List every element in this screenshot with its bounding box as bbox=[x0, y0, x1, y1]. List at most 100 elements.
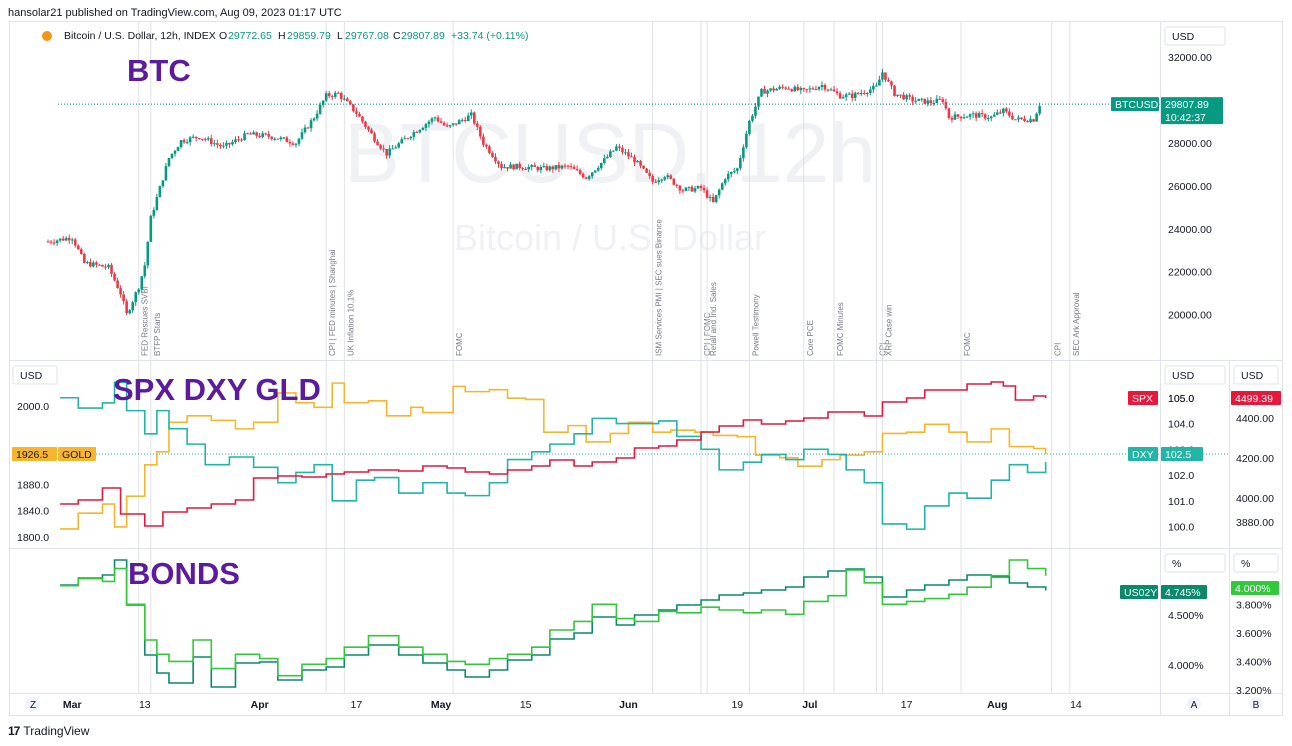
zoom-button-label: Z bbox=[30, 700, 36, 711]
btc-candle bbox=[805, 89, 809, 91]
btc-candle bbox=[173, 150, 177, 154]
footer-brand: 17 TradingView bbox=[8, 724, 89, 738]
btc-candle bbox=[466, 115, 470, 121]
btc-candle bbox=[1014, 119, 1017, 121]
spx-mid-value: 105.0 bbox=[1168, 393, 1194, 405]
btc-candle bbox=[699, 186, 703, 188]
zoom-button[interactable] bbox=[26, 697, 40, 711]
btc-symbol-tag-bg bbox=[1111, 97, 1159, 112]
btc-candle bbox=[929, 100, 933, 104]
btc-candle bbox=[875, 85, 878, 87]
btc-candle bbox=[790, 89, 794, 92]
btc-candle bbox=[760, 88, 763, 97]
corner-buttons[interactable]: Z A B bbox=[26, 697, 1263, 711]
ohlc-high: 29859.79 bbox=[287, 30, 331, 42]
btc-candle bbox=[681, 190, 685, 192]
btc-candle bbox=[86, 262, 89, 264]
btc-candle bbox=[621, 147, 624, 153]
bonds-right-tick: 3.400% bbox=[1236, 656, 1272, 668]
btc-candle bbox=[352, 104, 355, 112]
btc-candle bbox=[729, 171, 733, 174]
auto-scale-button[interactable] bbox=[1187, 697, 1201, 711]
btc-candle bbox=[421, 127, 425, 130]
btc-candle bbox=[723, 179, 727, 184]
btc-candle bbox=[953, 114, 957, 120]
ohlc-close: 29807.89 bbox=[401, 30, 445, 42]
time-axis-tick: Jul bbox=[802, 699, 817, 711]
chart-canvas[interactable]: BTCUSD, 12h Bitcoin / U.S. Dollar FED Re… bbox=[0, 0, 1292, 720]
btc-candle bbox=[666, 175, 670, 178]
btc-candle bbox=[80, 249, 83, 254]
btc-candle bbox=[512, 164, 515, 170]
btc-candle bbox=[324, 93, 328, 101]
bonds-right-unit-label-box bbox=[1233, 553, 1279, 573]
btc-candle bbox=[394, 147, 398, 149]
btc-candle bbox=[989, 116, 993, 119]
btc-candle bbox=[696, 186, 700, 189]
btc-candle bbox=[318, 104, 322, 114]
btc-candle bbox=[98, 264, 101, 266]
btc-candle bbox=[687, 186, 691, 188]
btc-candle bbox=[693, 188, 697, 192]
btc-candle bbox=[986, 118, 990, 120]
btc-candle bbox=[442, 122, 446, 126]
btc-candle bbox=[460, 119, 464, 121]
right-scale-button[interactable] bbox=[1249, 697, 1263, 711]
btc-candle bbox=[763, 88, 766, 94]
btc-candle bbox=[717, 189, 721, 196]
btc-y-tick: 26000.00 bbox=[1168, 181, 1212, 193]
btc-candle bbox=[373, 133, 376, 142]
btc-countdown-tag: 10:42:37 bbox=[1165, 112, 1206, 124]
macro-mid-tick: 100.0 bbox=[1168, 522, 1194, 534]
btc-candle bbox=[775, 88, 778, 91]
btc-candle bbox=[996, 112, 999, 115]
event-label: CPI bbox=[878, 343, 887, 356]
btc-candle bbox=[473, 112, 476, 124]
btc-candle bbox=[521, 168, 524, 170]
event-lines: FED Rescues SVBI BTFP Starts CPI | FED min… bbox=[138, 22, 1081, 693]
btc-candle bbox=[491, 153, 494, 158]
dxy-name-tag: DXY bbox=[1132, 449, 1154, 461]
btc-candle bbox=[527, 166, 531, 170]
btc-candle bbox=[403, 138, 407, 140]
series-line-dxy bbox=[60, 381, 1047, 530]
pane-title-bonds: BONDS bbox=[128, 556, 240, 591]
footer-brand-text: TradingView bbox=[23, 724, 90, 738]
btc-candle bbox=[1011, 115, 1014, 120]
btc-candle bbox=[660, 179, 664, 181]
btc-candle bbox=[158, 186, 162, 198]
btc-candle bbox=[113, 273, 116, 281]
btc-candle bbox=[364, 121, 367, 127]
btc-candle bbox=[881, 72, 884, 80]
btc-candle bbox=[992, 114, 996, 117]
ohlc-open: 29772.65 bbox=[228, 30, 272, 42]
event-label: Powell Testimony bbox=[751, 294, 760, 356]
time-axis-tick: 15 bbox=[520, 699, 532, 711]
btc-candle bbox=[101, 264, 104, 267]
btc-candle bbox=[618, 146, 621, 148]
btc-candle bbox=[288, 142, 292, 144]
gold-name-tag-bg bbox=[58, 447, 96, 462]
btc-candle bbox=[95, 262, 98, 265]
btc-candle bbox=[654, 181, 657, 183]
dxy-name-tag-bg bbox=[1128, 447, 1158, 462]
btc-candle bbox=[64, 238, 68, 241]
btc-candle bbox=[739, 158, 742, 169]
btc-candle bbox=[648, 172, 651, 177]
event-label: UK Inflation 10.1% bbox=[346, 290, 355, 356]
gold-value-tag-bg bbox=[12, 447, 57, 462]
btc-candle bbox=[893, 85, 896, 97]
btc-candle bbox=[400, 139, 404, 144]
btc-candle bbox=[956, 114, 960, 117]
macro-mid-unit-label: USD bbox=[1172, 370, 1195, 382]
btc-candle bbox=[488, 146, 491, 154]
btc-y-tick: 20000.00 bbox=[1168, 310, 1212, 322]
btc-candle bbox=[343, 98, 346, 100]
btc-candle bbox=[179, 140, 183, 148]
btc-candle bbox=[303, 127, 307, 133]
btc-candle bbox=[968, 114, 972, 117]
btc-candle bbox=[1035, 113, 1038, 122]
btc-candle bbox=[73, 239, 77, 246]
ohlc-change: +33.74 (+0.11%) bbox=[451, 30, 528, 42]
btc-candle bbox=[866, 93, 869, 95]
